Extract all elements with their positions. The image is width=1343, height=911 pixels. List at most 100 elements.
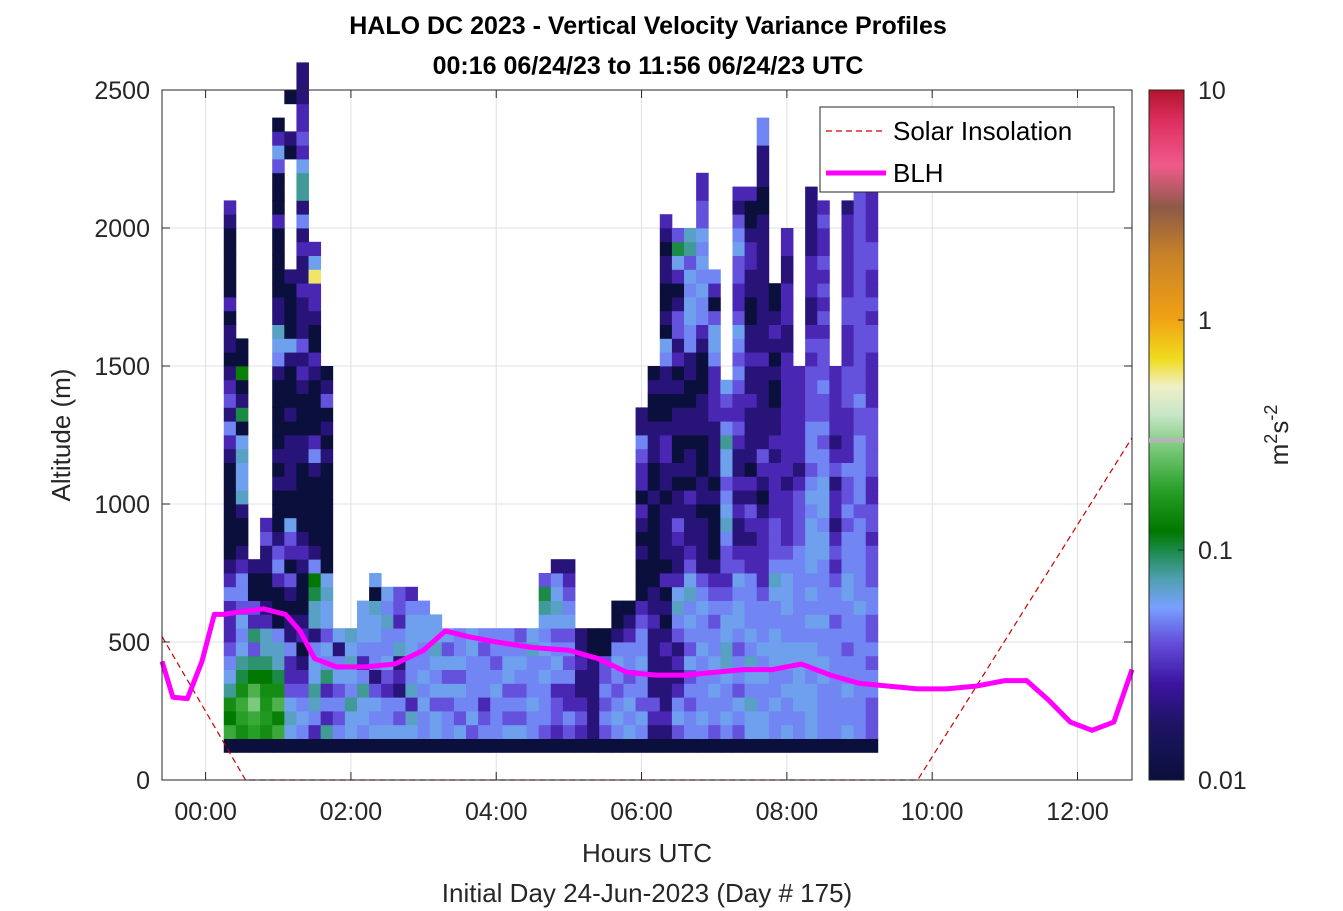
heatmap-cell	[284, 448, 297, 463]
heatmap-cell	[732, 407, 745, 422]
heatmap-cell	[441, 738, 455, 753]
heatmap-cell	[829, 642, 842, 657]
heatmap-cell	[853, 573, 867, 588]
heatmap-cell	[272, 462, 285, 477]
heatmap-cell	[756, 228, 770, 243]
heatmap-cell	[853, 435, 867, 450]
heatmap-cell	[805, 324, 818, 339]
heatmap-cell	[272, 531, 285, 546]
heatmap-cell	[696, 462, 709, 477]
colorbar-tick-label: 0.1	[1198, 537, 1233, 565]
heatmap-cell	[344, 642, 358, 657]
heatmap-cell	[587, 738, 600, 753]
heatmap-cell	[235, 724, 249, 739]
heatmap-cell	[671, 573, 685, 588]
heatmap-cell	[732, 586, 745, 601]
heatmap-cell	[756, 600, 770, 615]
heatmap-cell	[768, 352, 782, 367]
heatmap-cell	[805, 366, 818, 381]
heatmap-cell	[805, 724, 818, 739]
heatmap-cell	[647, 435, 661, 450]
heatmap-cell	[756, 159, 770, 174]
heatmap-cell	[272, 683, 285, 698]
heatmap-cell	[296, 573, 309, 588]
heatmap-cell	[320, 683, 334, 698]
heatmap-cell	[550, 711, 564, 726]
heatmap-cell	[865, 628, 879, 643]
heatmap-cell	[308, 462, 322, 477]
heatmap-cell	[466, 669, 479, 684]
heatmap-cell	[284, 586, 297, 601]
heatmap-cell	[356, 738, 370, 753]
heatmap-cell	[756, 614, 770, 629]
heatmap-cell	[780, 269, 794, 284]
heatmap-cell	[502, 738, 515, 753]
heatmap-cell	[296, 559, 309, 574]
heatmap-cell	[417, 655, 431, 670]
heatmap-cell	[308, 476, 322, 491]
heatmap-cell	[296, 683, 309, 698]
heatmap-cell	[696, 352, 709, 367]
heatmap-cell	[708, 283, 721, 298]
heatmap-cell	[708, 421, 721, 436]
heatmap-cell	[744, 214, 758, 229]
heatmap-cell	[853, 476, 867, 491]
heatmap-cell	[756, 476, 770, 491]
heatmap-cell	[320, 545, 334, 560]
heatmap-cell	[320, 379, 334, 394]
heatmap-cell	[853, 531, 867, 546]
heatmap-cell	[247, 738, 261, 753]
heatmap-cell	[744, 711, 758, 726]
heatmap-cell	[684, 228, 697, 243]
heatmap-cell	[272, 614, 285, 629]
heatmap-cell	[805, 476, 818, 491]
heatmap-cell	[272, 255, 285, 270]
heatmap-cell	[853, 297, 867, 312]
heatmap-cell	[647, 600, 661, 615]
heatmap-cell	[756, 214, 770, 229]
heatmap-cell	[223, 448, 237, 463]
heatmap-cell	[247, 559, 261, 574]
heatmap-cell	[441, 655, 455, 670]
heatmap-cell	[453, 711, 467, 726]
heatmap-cell	[671, 297, 685, 312]
heatmap-cell	[829, 366, 842, 381]
heatmap-cell	[720, 738, 733, 753]
heatmap-cell	[732, 683, 745, 698]
heatmap-cell	[235, 393, 249, 408]
heatmap-cell	[780, 283, 794, 298]
heatmap-cell	[817, 462, 830, 477]
heatmap-cell	[780, 297, 794, 312]
heatmap-cell	[235, 490, 249, 505]
heatmap-cell	[708, 545, 721, 560]
heatmap-cell	[647, 655, 661, 670]
heatmap-cell	[756, 545, 770, 560]
heatmap-cell	[805, 545, 818, 560]
heatmap-cell	[272, 283, 285, 298]
heatmap-cell	[272, 435, 285, 450]
heatmap-cell	[720, 628, 733, 643]
heatmap-cell	[284, 517, 297, 532]
heatmap-cell	[490, 738, 503, 753]
heatmap-cell	[284, 711, 297, 726]
chart-title-line1: HALO DC 2023 - Vertical Velocity Varianc…	[349, 12, 947, 40]
heatmap-cell	[296, 172, 309, 187]
x-tick-label: 04:00	[465, 798, 528, 826]
heatmap-cell	[272, 628, 285, 643]
heatmap-cell	[841, 393, 854, 408]
heatmap-cell	[635, 545, 649, 560]
heatmap-cell	[235, 462, 249, 477]
heatmap-cell	[841, 366, 854, 381]
heatmap-cell	[272, 448, 285, 463]
heatmap-cell	[805, 228, 818, 243]
heatmap-cell	[332, 628, 346, 643]
heatmap-cell	[841, 655, 854, 670]
heatmap-cell	[223, 683, 237, 698]
heatmap-cell	[272, 379, 285, 394]
heatmap-cell	[393, 600, 406, 615]
heatmap-cell	[272, 159, 285, 174]
heatmap-cell	[732, 297, 745, 312]
heatmap-cell	[756, 642, 770, 657]
heatmap-cell	[744, 283, 758, 298]
heatmap-cell	[284, 366, 297, 381]
